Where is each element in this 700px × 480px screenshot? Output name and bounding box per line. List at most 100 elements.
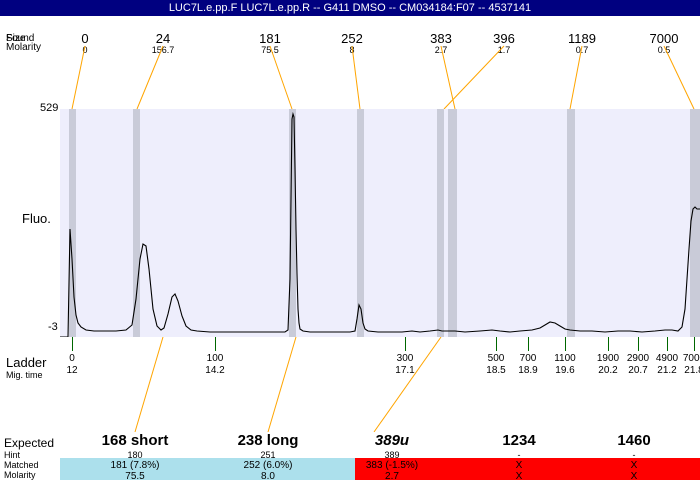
expected-column-2[interactable]: 389u 389 383 (-1.5%) 2.7 [327,432,457,480]
peak-header-found-label: Found [6,33,35,44]
peak-header: Found Size Molarity 0 0 24 156.7 181 75.5 252 8… [0,16,700,56]
ladder-size-9: 7000 [682,353,700,364]
ladder-size-0: 0 [69,353,75,364]
expected-hint-2: 389 [384,450,400,460]
electropherogram-plot[interactable] [60,109,700,337]
expected-molarity-0: 75.5 [125,471,145,480]
expected-label-3: 1234 [502,432,536,449]
row-label-hint: Hint [4,450,21,460]
expected-column-1[interactable]: 238 long 251 252 (6.0%) 8.0 [203,432,333,480]
ladder-column-9: 700021.8 [669,353,700,377]
peak-column-2[interactable]: 181 75.5 [240,32,300,56]
expected-matched-2: 383 (-1.5%) [365,460,419,471]
peak-column-1[interactable]: 24 156.7 [133,32,193,56]
expected-hint-0: 180 [127,450,143,460]
match-stripe-red [355,458,700,480]
ladder-migtime-0: 12 [66,365,78,376]
y-axis-max-label: 529 [40,102,59,114]
ladder-size-6: 1900 [596,353,620,364]
peak-size-2: 181 [259,31,281,46]
ladder-migtime-4: 18.9 [518,365,538,376]
ladder-tick-3 [496,337,497,351]
expected-column-4[interactable]: 1460- X X [569,432,699,480]
peak-band-5 [448,109,457,337]
ladder-tick-1 [215,337,216,351]
peak-band-6 [567,109,575,337]
ladder-axis: Ladder Mig. time 0 12 100 14.2 300 17.1 500 18.… [0,337,700,382]
ladder-column-3: 500 18.5 [471,353,521,377]
ladder-column-1: 100 14.2 [190,353,240,377]
peak-molarity-3: 8 [349,45,355,55]
peak-column-6[interactable]: 1189 0.7 [552,32,612,56]
expected-column-0[interactable]: 168 short 180 181 (7.8%) 75.5 [70,432,200,480]
ladder-size-4: 700 [519,353,537,364]
expected-matched-0: 181 (7.8%) [110,460,160,471]
ladder-tick-8 [667,337,668,351]
expected-hint-4: - [632,450,636,460]
expected-table-row-labels: Expected Hint Matched Molarity [0,432,60,480]
expected-column-3[interactable]: 1234- X X [454,432,584,480]
expected-molarity-4: X [630,471,638,480]
peak-size-5: 396 [493,31,515,46]
peak-molarity-4: 2.7 [434,45,448,55]
peak-column-3[interactable]: 252 8 [322,32,382,56]
ladder-migtime-2: 17.1 [395,365,415,376]
ladder-column-0: 0 12 [47,353,97,377]
ladder-size-7: 2900 [626,353,650,364]
peak-band-2 [289,109,296,337]
peak-molarity-5: 1.7 [497,45,511,55]
ladder-tick-2 [405,337,406,351]
ladder-column-8: 4900 21.2 [642,353,692,377]
ladder-column-7: 2900 20.7 [613,353,663,377]
y-axis-min-label: -3 [48,321,58,333]
ladder-tick-7 [638,337,639,351]
peak-molarity-6: 0.7 [575,45,589,55]
ladder-migtime-9: 21.8 [684,365,700,376]
plot-background [60,109,700,337]
expected-molarity-2: 2.7 [385,471,399,480]
ladder-size-8: 4900 [655,353,679,364]
expected-label-2: 389u [374,432,410,449]
expected-matched-3: X [515,460,523,471]
ladder-tick-6 [608,337,609,351]
expected-products-table: Expected Hint Matched Molarity 168 short… [0,432,700,480]
peak-header-size-label: Size [6,33,26,44]
ladder-migtime-6: 20.2 [598,365,618,376]
expected-hint-1: 251 [260,450,276,460]
peak-molarity-0: 0 [82,45,88,55]
expected-matched-1: 252 (6.0%) [243,460,293,471]
ladder-size-5: 1100 [554,353,576,364]
ladder-size-3: 500 [487,353,505,364]
match-stripe-cyan [60,458,355,480]
peak-band-3 [357,109,364,337]
expected-label-0: 168 short [101,432,169,449]
ladder-column-4: 700 18.9 [503,353,553,377]
peak-column-4[interactable]: 383 2.7 [411,32,471,56]
ladder-tick-9 [694,337,695,351]
ladder-label: Ladder [6,355,47,370]
fluorescence-trace [60,111,700,337]
peak-column-7[interactable]: 7000 0.5 [634,32,694,56]
ladder-tick-0 [72,337,73,351]
ladder-migtime-7: 20.7 [628,365,648,376]
y-axis-title: Fluo. [22,211,51,226]
window-title-bar: LUC7L.e.pp.F LUC7L.e.pp.R -- G411 DMSO -… [0,0,700,16]
expected-molarity-1: 8.0 [261,471,275,480]
peak-size-7: 7000 [649,31,679,46]
ladder-column-5: 1100 19.6 [540,353,590,377]
ladder-tick-4 [528,337,529,351]
expected-label-4: 1460 [617,432,651,449]
peak-column-5[interactable]: 396 1.7 [474,32,534,56]
expected-molarity-3: X [515,471,523,480]
ladder-migtime-8: 21.2 [657,365,677,376]
expected-matched-4: X [630,460,638,471]
peak-band-7 [690,109,700,337]
peak-size-0: 0 [81,31,89,46]
ladder-column-2: 300 17.1 [380,353,430,377]
ladder-size-2: 300 [396,353,414,364]
row-label-matched: Matched [4,460,39,470]
peak-molarity-1: 156.7 [151,45,175,55]
peak-band-4 [437,109,444,337]
